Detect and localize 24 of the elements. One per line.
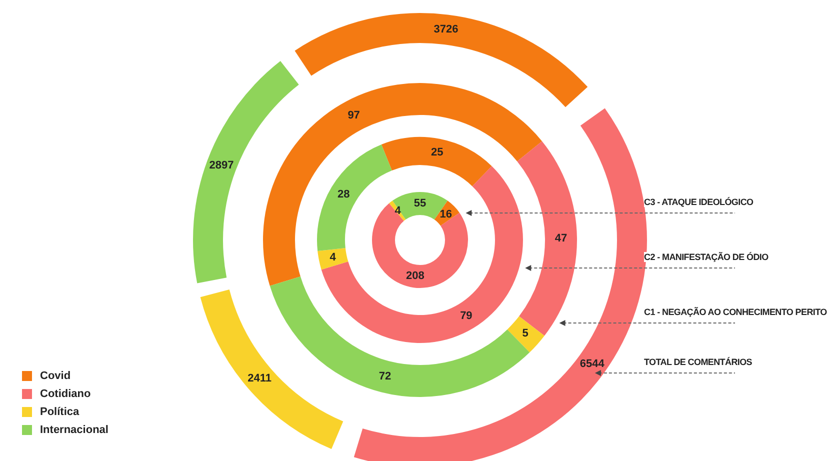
data-label: 79	[460, 310, 472, 322]
data-label: 5	[522, 328, 528, 340]
data-label: 3726	[434, 24, 458, 36]
data-label: 25	[430, 146, 444, 159]
slice-label: C1 - NEGAÇÃO AO CONHECIMENTO PERITO	[644, 307, 827, 317]
legend-label: Política	[40, 406, 80, 418]
slice-label: TOTAL DE COMENTÁRIOS	[644, 357, 752, 367]
data-label: 4	[394, 205, 402, 218]
data-label: 28	[338, 188, 350, 200]
slice-label: C3 - ATAQUE IDEOLÓGICO	[644, 197, 754, 207]
legend-label: Cotidiano	[40, 388, 91, 400]
data-label: 4	[330, 252, 337, 264]
data-label: 2411	[248, 372, 272, 385]
data-label: 208	[406, 270, 424, 282]
data-label: 2897	[209, 160, 234, 172]
data-label: 6544	[580, 358, 606, 370]
legend-label: Covid	[40, 370, 71, 382]
slice-label: C2 - MANIFESTAÇÃO DE ÓDIO	[644, 252, 768, 262]
data-label: 72	[378, 370, 392, 383]
legend-label: Internacional	[40, 424, 108, 436]
data-label: 16	[440, 208, 452, 220]
data-label: 55	[414, 198, 426, 210]
data-label: 97	[348, 110, 360, 122]
data-label: 47	[554, 232, 568, 244]
